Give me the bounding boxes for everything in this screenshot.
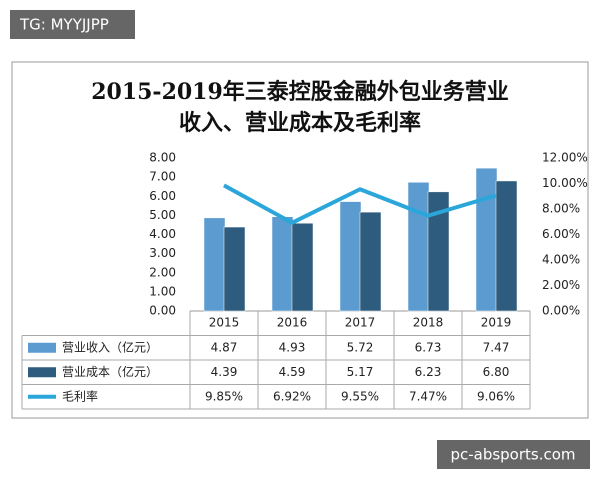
table-value: 4.39 <box>211 365 238 379</box>
legend-swatch <box>28 342 56 353</box>
y-tick-label: 5.00 <box>149 208 176 222</box>
bar <box>495 180 518 312</box>
legend-label: 营业收入（亿元） <box>62 339 158 354</box>
y2-tick-label: 12.00% <box>542 151 588 165</box>
table-value: 4.87 <box>211 340 238 354</box>
watermark-box <box>437 440 590 469</box>
legend-label: 毛利率 <box>62 388 98 403</box>
y2-tick-label: 2.00% <box>542 278 580 292</box>
table-value: 4.93 <box>279 340 306 354</box>
bar <box>291 222 314 312</box>
x-tick-label: 2019 <box>481 316 512 330</box>
y-tick-label: 4.00 <box>149 227 176 241</box>
legend-label: 营业成本（亿元） <box>62 364 158 379</box>
x-tick-label: 2015 <box>209 316 240 330</box>
y2-tick-label: 8.00% <box>542 202 580 216</box>
table-value: 6.80 <box>483 365 510 379</box>
bar <box>203 217 226 312</box>
table-value: 7.47% <box>409 389 447 403</box>
y2-tick-label: 0.00% <box>542 304 580 318</box>
table-value: 6.23 <box>415 365 442 379</box>
watermark-box <box>10 10 135 39</box>
table-value: 5.72 <box>347 340 374 354</box>
y2-tick-label: 6.00% <box>542 227 580 241</box>
table-value: 6.73 <box>415 340 442 354</box>
bar <box>359 211 382 312</box>
y-tick-label: 6.00 <box>149 189 176 203</box>
watermark: pc-absports.com <box>450 446 575 464</box>
y-tick-label: 7.00 <box>149 170 176 184</box>
y2-tick-label: 4.00% <box>542 253 580 267</box>
y2-tick-label: 10.00% <box>542 176 588 190</box>
x-tick-label: 2018 <box>413 316 444 330</box>
table-value: 5.17 <box>347 365 374 379</box>
table-value: 9.55% <box>341 389 379 403</box>
x-tick-label: 2016 <box>277 316 308 330</box>
watermark: TG: MYYJJPP <box>19 16 109 34</box>
table-value: 9.85% <box>205 389 243 403</box>
table-value: 9.06% <box>477 389 515 403</box>
chart-title: 2015-2019年三泰控股金融外包业务营业 <box>91 79 509 105</box>
y-tick-label: 3.00 <box>149 246 176 260</box>
bar <box>475 167 498 312</box>
bar <box>271 216 294 312</box>
bar <box>223 226 246 312</box>
y-tick-label: 1.00 <box>149 284 176 298</box>
table-value: 4.59 <box>279 365 306 379</box>
legend-swatch <box>28 367 56 378</box>
y-tick-label: 8.00 <box>149 151 176 165</box>
y-tick-label: 0.00 <box>149 304 176 318</box>
line <box>223 183 497 225</box>
bar <box>339 201 362 312</box>
chart-title: 收入、营业成本及毛利率 <box>179 110 421 136</box>
table-value: 6.92% <box>273 389 311 403</box>
x-tick-label: 2017 <box>345 316 376 330</box>
bar <box>427 191 450 312</box>
table-value: 7.47 <box>483 340 510 354</box>
y-tick-label: 2.00 <box>149 265 176 279</box>
bar <box>407 182 430 312</box>
